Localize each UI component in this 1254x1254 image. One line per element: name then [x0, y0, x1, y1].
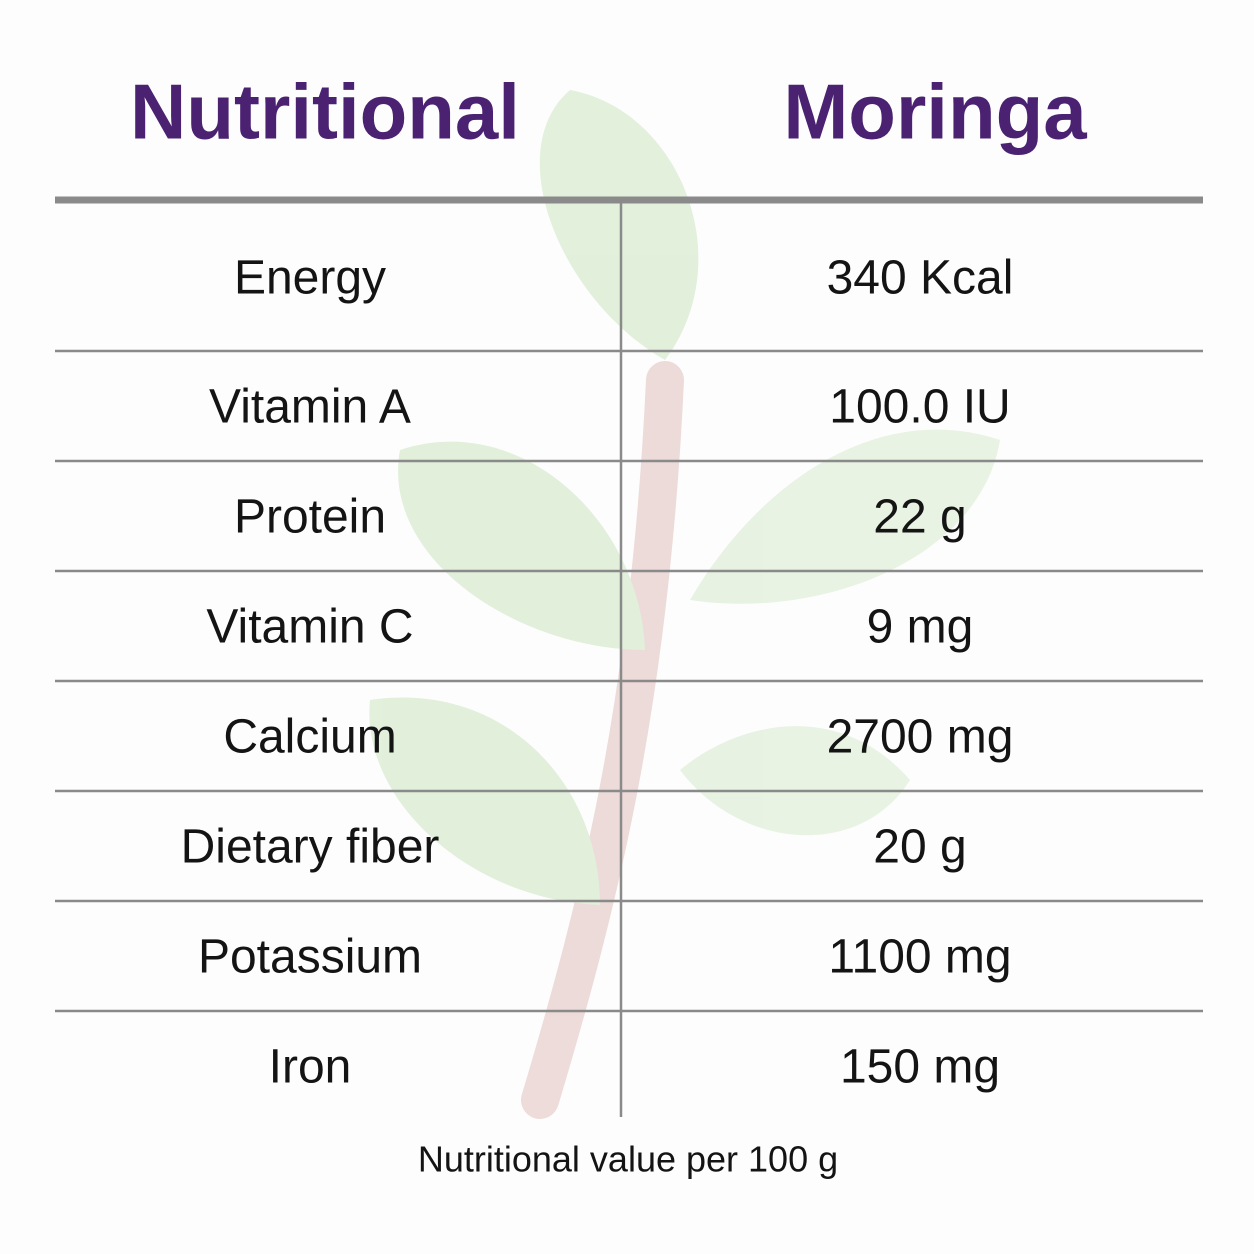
row-label: Potassium [198, 931, 422, 984]
row-label: Iron [269, 1041, 352, 1094]
background-plant [369, 90, 1000, 1119]
row-value: 1100 mg [828, 931, 1011, 984]
leaf [680, 726, 910, 836]
column-header: Nutritional [130, 68, 520, 156]
row-label: Vitamin C [206, 601, 413, 654]
row-value: 150 mg [840, 1041, 1000, 1094]
leaf [539, 90, 699, 360]
row-label: Energy [234, 252, 386, 305]
leaf [690, 429, 1000, 604]
column-header: Moringa [783, 68, 1087, 156]
row-label: Vitamin A [209, 381, 411, 434]
stem [521, 361, 684, 1119]
row-label: Protein [234, 491, 386, 544]
leaf [369, 697, 600, 905]
row-label: Dietary fiber [181, 821, 440, 874]
row-value: 20 g [873, 821, 966, 874]
row-label: Calcium [223, 711, 396, 764]
row-value: 340 Kcal [827, 252, 1014, 305]
footnote: Nutritional value per 100 g [418, 1139, 838, 1180]
leaf [398, 441, 645, 650]
row-value: 2700 mg [827, 711, 1014, 764]
row-value: 100.0 IU [829, 381, 1010, 434]
row-value: 22 g [873, 491, 966, 544]
table-body: Energy 340 Kcal Vitamin A 100.0 IU Protein 22… [55, 252, 1203, 1094]
row-value: 9 mg [867, 601, 974, 654]
